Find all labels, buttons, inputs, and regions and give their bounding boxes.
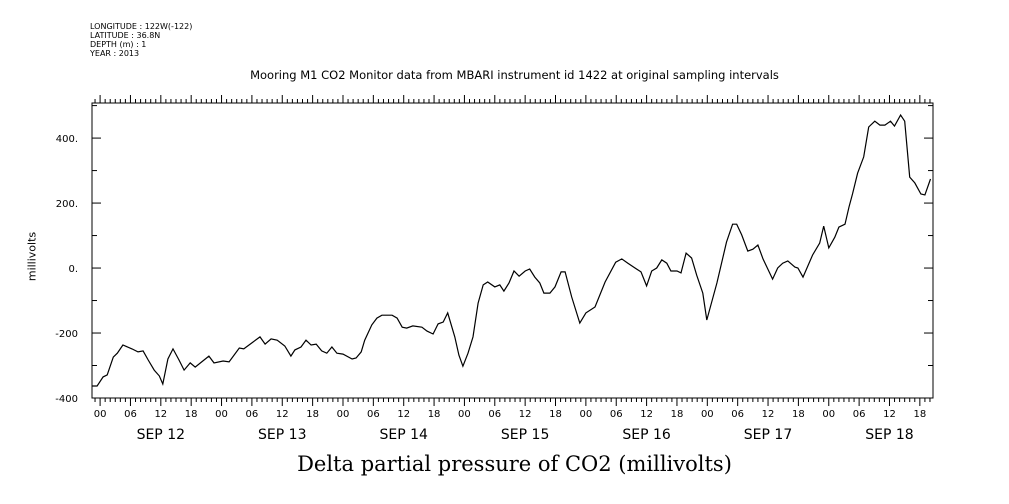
y-tick-label: -400 — [55, 394, 78, 405]
x-tick-label: 12 — [154, 409, 167, 420]
y-tick-label: -200 — [55, 329, 78, 340]
x-axis-label: Delta partial pressure of CO2 (millivolt… — [297, 452, 732, 476]
x-tick-label: 12 — [519, 409, 532, 420]
x-tick-label: 18 — [185, 409, 198, 420]
x-tick-label: 00 — [458, 409, 471, 420]
x-tick-label: 12 — [276, 409, 289, 420]
x-tick-label: 12 — [883, 409, 896, 420]
x-tick-label: 18 — [306, 409, 319, 420]
x-tick-label: 00 — [215, 409, 228, 420]
x-tick-label: 06 — [731, 409, 744, 420]
x-tick-label: 18 — [549, 409, 562, 420]
x-tick-label: 00 — [701, 409, 714, 420]
x-tick-label: 12 — [762, 409, 775, 420]
x-tick-label: 18 — [671, 409, 684, 420]
x-tick-label: 12 — [640, 409, 653, 420]
x-day-label: SEP 18 — [865, 427, 913, 443]
chart-title: Mooring M1 CO2 Monitor data from MBARI i… — [250, 68, 779, 82]
header-year: YEAR : 2013 — [90, 49, 140, 58]
x-tick-label: 12 — [397, 409, 410, 420]
x-tick-label: 00 — [337, 409, 350, 420]
x-day-label: SEP 15 — [501, 427, 549, 443]
x-tick-label: 06 — [367, 409, 380, 420]
x-tick-label: 18 — [428, 409, 441, 420]
y-tick-label: 400. — [56, 134, 78, 145]
x-tick-label: 06 — [246, 409, 259, 420]
data-line — [92, 113, 932, 387]
x-day-label: SEP 14 — [379, 427, 428, 443]
y-tick-label: 0. — [68, 264, 78, 275]
x-tick-label: 06 — [488, 409, 501, 420]
x-tick-label: 00 — [94, 409, 107, 420]
header-depth: DEPTH (m) : 1 — [90, 40, 147, 49]
x-tick-label: 00 — [580, 409, 593, 420]
x-tick-label: 00 — [822, 409, 835, 420]
x-day-label: SEP 16 — [622, 427, 671, 443]
x-tick-label: 18 — [913, 409, 926, 420]
header-longitude: LONGITUDE : 122W(-122) — [90, 22, 193, 31]
x-day-label: SEP 12 — [137, 427, 185, 443]
plot-frame — [91, 102, 934, 399]
x-tick-label: 06 — [610, 409, 623, 420]
x-tick-label: 18 — [792, 409, 805, 420]
header-latitude: LATITUDE : 36.8N — [90, 31, 161, 40]
x-tick-label: 06 — [124, 409, 137, 420]
y-tick-label: 200. — [56, 199, 78, 210]
x-day-label: SEP 13 — [258, 427, 306, 443]
x-tick-label: 06 — [853, 409, 866, 420]
x-day-label: SEP 17 — [744, 427, 792, 443]
